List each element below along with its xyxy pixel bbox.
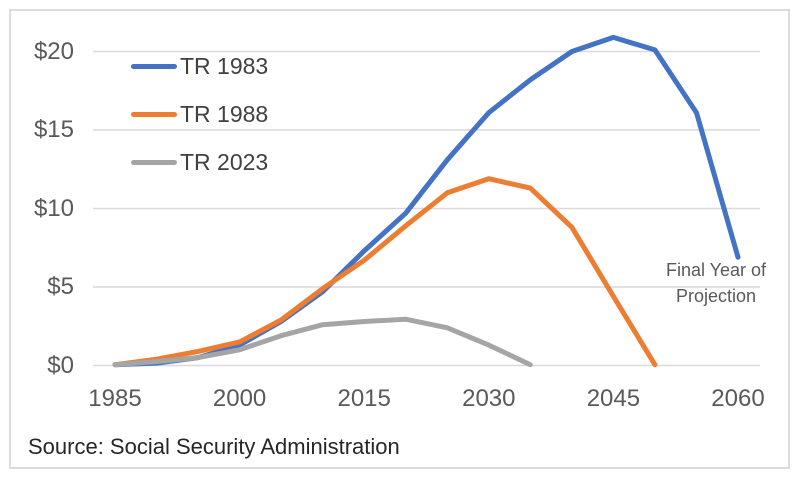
x-tick-label-2060: 2060 [711, 385, 765, 412]
y-tick-label-0: $0 [47, 351, 74, 379]
y-tick-label-15: $15 [33, 116, 74, 143]
legend-label-tr-1988: TR 1988 [180, 100, 269, 127]
y-tick-label-5: $5 [47, 273, 74, 300]
series-line-tr-1988 [112, 176, 658, 368]
legend-line-swatch-tr-2023 [131, 159, 177, 165]
gridlines [93, 50, 760, 367]
legend-label-tr-1983: TR 1983 [180, 52, 269, 79]
legend-item-tr-2023[interactable]: TR 2023 [131, 149, 268, 175]
y-tick-label-10: $10 [33, 194, 74, 222]
source-text: Source: Social Security Administration [28, 434, 400, 459]
y-tick-label-20: $20 [33, 37, 74, 65]
x-tick-label-2030: 2030 [462, 385, 516, 412]
x-tick-label-2045: 2045 [586, 385, 641, 412]
legend-item-tr-1983[interactable]: TR 1983 [131, 53, 268, 79]
x-tick-label-2015: 2015 [337, 385, 391, 412]
x-tick-label-2000: 2000 [212, 385, 267, 412]
final-year-annotation: Final Year of Projection [638, 257, 794, 309]
legend-item-tr-1988[interactable]: TR 1988 [131, 101, 268, 127]
chart-frame [9, 9, 790, 469]
series-line-tr-1983 [112, 34, 741, 368]
x-tick-label-1985: 1985 [88, 385, 142, 412]
series-line-tr-2023 [112, 316, 533, 368]
annotation-line-1: Final Year of [665, 260, 767, 280]
legend-line-swatch-tr-1988 [131, 111, 177, 117]
annotation-line-2: Projection [675, 286, 757, 306]
legend-line-swatch-tr-1983 [131, 63, 177, 69]
legend-label-tr-2023: TR 2023 [180, 148, 269, 175]
